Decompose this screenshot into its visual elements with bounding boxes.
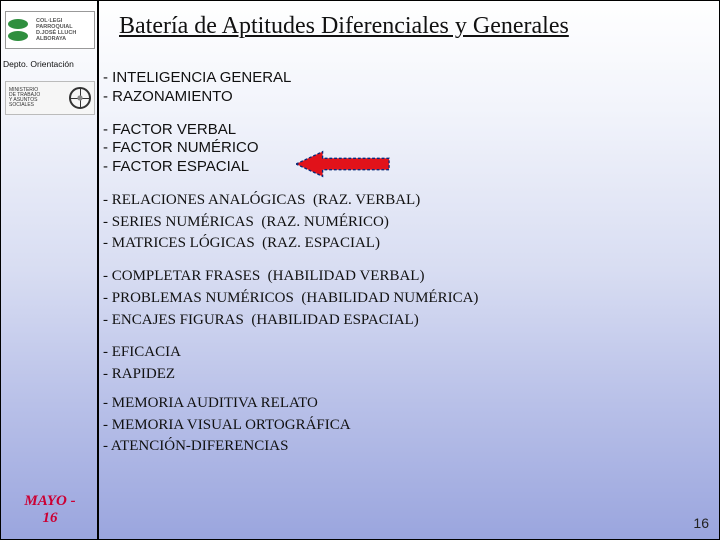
- list-item: - RAPIDEZ: [103, 365, 703, 384]
- list-item: - EFICACIA: [103, 343, 703, 362]
- page-number: 16: [693, 515, 709, 531]
- list-item: - PROBLEMAS NUMÉRICOS (HABILIDAD NUMÉRIC…: [103, 289, 703, 308]
- page-title: Batería de Aptitudes Diferenciales y Gen…: [119, 13, 569, 40]
- list-item: - SERIES NUMÉRICAS (RAZ. NUMÉRICO): [103, 213, 703, 232]
- group-4: - EFICACIA - RAPIDEZ: [103, 343, 703, 384]
- list-item: - RELACIONES ANALÓGICAS (RAZ. VERBAL): [103, 191, 703, 210]
- school-logo-icon: [8, 15, 34, 45]
- sidebar: COL·LEGI PARROQUIAL D.JOSÉ LLUCH ALBORAY…: [1, 1, 99, 540]
- highlight-arrow-icon: [296, 149, 391, 179]
- ministry-logo-text: MINISTERIO DE TRABAJO Y ASUNTOS SOCIALES: [9, 88, 40, 109]
- ministry-logo: MINISTERIO DE TRABAJO Y ASUNTOS SOCIALES: [5, 81, 95, 115]
- department-label: Depto. Orientación: [3, 59, 74, 69]
- list-item: - FACTOR VERBAL: [103, 121, 703, 140]
- group-2: - RELACIONES ANALÓGICAS (RAZ. VERBAL) - …: [103, 191, 703, 253]
- school-logo-text: COL·LEGI PARROQUIAL D.JOSÉ LLUCH ALBORAY…: [36, 18, 76, 42]
- date-year: 16: [43, 510, 58, 526]
- list-item: - MEMORIA VISUAL ORTOGRÁFICA: [103, 416, 703, 435]
- list-item: - COMPLETAR FRASES (HABILIDAD VERBAL): [103, 267, 703, 286]
- content-area: - INTELIGENCIA GENERAL - RAZONAMIENTO - …: [103, 69, 703, 459]
- group-3: - COMPLETAR FRASES (HABILIDAD VERBAL) - …: [103, 267, 703, 329]
- list-item: - FACTOR ESPACIAL: [103, 158, 703, 177]
- group-1: - FACTOR VERBAL - FACTOR NUMÉRICO - FACT…: [103, 121, 703, 177]
- group-5: - MEMORIA AUDITIVA RELATO - MEMORIA VISU…: [103, 394, 703, 456]
- school-logo: COL·LEGI PARROQUIAL D.JOSÉ LLUCH ALBORAY…: [5, 11, 95, 49]
- date-label: MAYO - 16: [1, 493, 99, 528]
- list-item: - ATENCIÓN-DIFERENCIAS: [103, 437, 703, 456]
- list-item: - RAZONAMIENTO: [103, 88, 703, 107]
- ministry-logo-icon: [69, 87, 91, 109]
- list-item: - ENCAJES FIGURAS (HABILIDAD ESPACIAL): [103, 311, 703, 330]
- slide: COL·LEGI PARROQUIAL D.JOSÉ LLUCH ALBORAY…: [0, 0, 720, 540]
- list-item: - INTELIGENCIA GENERAL: [103, 69, 703, 88]
- group-0: - INTELIGENCIA GENERAL - RAZONAMIENTO: [103, 69, 703, 107]
- list-item: - MEMORIA AUDITIVA RELATO: [103, 394, 703, 413]
- list-item: - FACTOR NUMÉRICO: [103, 139, 703, 158]
- date-month: MAYO -: [24, 493, 75, 509]
- list-item: - MATRICES LÓGICAS (RAZ. ESPACIAL): [103, 234, 703, 253]
